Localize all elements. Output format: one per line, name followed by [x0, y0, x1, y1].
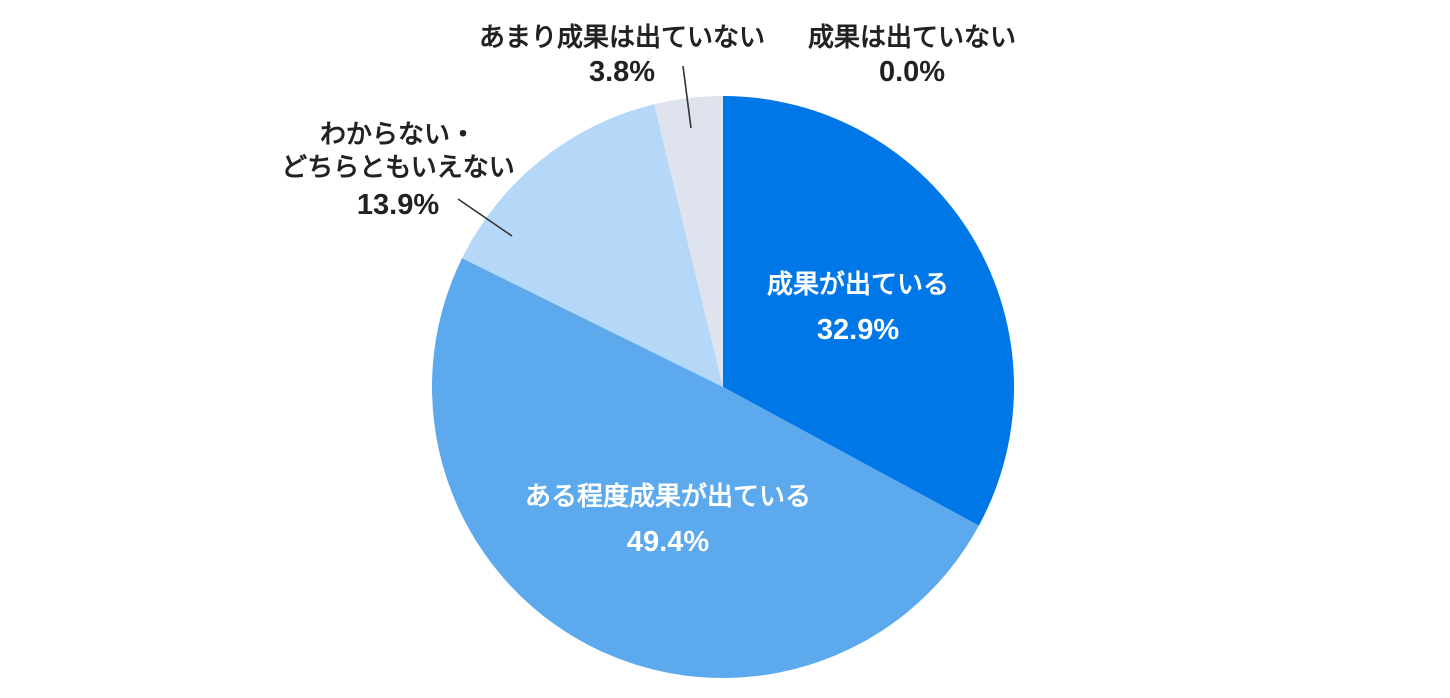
slice-1-name-label: 成果が出ている: [767, 269, 949, 300]
slice-3-leader-line: [457, 198, 513, 237]
slice-labels: 成果が出ている 32.9% ある程度成果が出ている 49.4% わからない・どちらともい…: [281, 23, 1016, 558]
slice-5-name-label: 成果は出ていない: [808, 23, 1016, 53]
slice-4-leader-line: [682, 65, 692, 129]
slice-3: [462, 104, 723, 388]
slice-3-name-label: どちらともいえない: [281, 153, 514, 183]
slice-4-name-label: あまり成果は出ていない: [479, 23, 765, 53]
slice-3-value-label: 13.9%: [357, 189, 439, 221]
slice-2-name-label: ある程度成果が出ている: [525, 481, 811, 512]
pie-slices: [431, 96, 1014, 679]
leader-lines: [457, 65, 692, 237]
slice-1: [723, 96, 1014, 526]
slice-4: [654, 96, 723, 387]
slice-4-value-label: 3.8%: [589, 56, 655, 88]
slice-2-value-label: 49.4%: [627, 526, 709, 558]
slice-3-name-label: わからない・: [320, 120, 476, 150]
slice-5-value-label: 0.0%: [879, 56, 945, 88]
slice-1-value-label: 32.9%: [817, 314, 899, 346]
slice-2: [431, 258, 979, 679]
